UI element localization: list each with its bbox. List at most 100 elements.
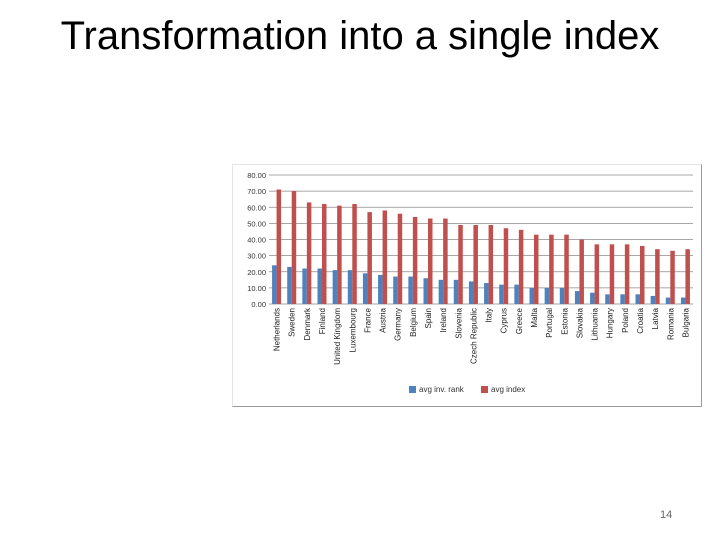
bar-avg-index — [609, 244, 615, 304]
x-tick-label: Germany — [394, 308, 403, 341]
x-tick-label: Greece — [515, 307, 524, 334]
x-tick-label: Italy — [485, 308, 494, 323]
y-tick-label: 40.00 — [247, 236, 266, 245]
bar-avg-inv-rank — [605, 294, 610, 304]
bar-avg-index — [488, 224, 494, 304]
bar-avg-inv-rank — [287, 266, 292, 304]
x-tick-label: Croatia — [636, 307, 645, 333]
y-tick-label: 20.00 — [247, 268, 266, 277]
x-tick-label: Slovenia — [454, 307, 463, 338]
bar-avg-index — [534, 234, 539, 304]
bar-avg-index — [624, 244, 630, 304]
bar-avg-inv-rank — [453, 279, 459, 304]
bar-chart: 80.00 70.00 60.00 50.00 40.00 30.00 20.00 10.00… — [247, 171, 693, 394]
bar-avg-index — [412, 216, 418, 304]
bar-avg-inv-rank — [272, 265, 277, 304]
y-tick-label: 10.00 — [247, 284, 266, 293]
x-tick-label: Lithuania — [591, 307, 600, 340]
legend-label: avg inv. rank — [419, 385, 465, 394]
x-tick-label: Czech Republic — [469, 308, 478, 364]
bar-avg-inv-rank — [665, 297, 671, 304]
bar-avg-inv-rank — [347, 270, 353, 304]
bar-avg-index — [579, 239, 584, 304]
bar-avg-index — [322, 204, 327, 304]
legend-label: avg index — [491, 385, 525, 394]
bar-avg-index — [549, 234, 554, 304]
bar-avg-index — [367, 212, 372, 304]
x-tick-label: Portugal — [545, 308, 554, 338]
bar-avg-inv-rank — [317, 268, 322, 304]
bar-avg-inv-rank — [514, 284, 519, 304]
legend-swatch — [481, 386, 488, 393]
y-tick-label: 30.00 — [247, 252, 266, 261]
x-tick-label: Slovakia — [575, 307, 584, 338]
x-tick-label: France — [363, 307, 372, 332]
bar-avg-inv-rank — [423, 278, 428, 304]
bar-avg-index — [291, 191, 297, 304]
chart-frame: 80.00 70.00 60.00 50.00 40.00 30.00 20.00 10.00… — [232, 164, 702, 407]
bar-avg-inv-rank — [362, 273, 368, 304]
bar-avg-index — [337, 205, 342, 304]
x-tick-label: Luxembourg — [348, 308, 357, 352]
bar-avg-index — [655, 249, 660, 304]
bar-avg-index — [640, 245, 645, 304]
bar-avg-inv-rank — [574, 291, 580, 304]
bar-avg-index — [594, 244, 600, 304]
bar-avg-index — [352, 204, 357, 304]
bar-avg-index — [503, 228, 509, 304]
bar-avg-inv-rank — [650, 295, 656, 304]
x-tick-label: Latvia — [651, 307, 660, 329]
y-tick-label: 60.00 — [247, 203, 266, 212]
bar-avg-index — [518, 229, 524, 304]
legend-swatch — [409, 386, 416, 393]
bar-avg-inv-rank — [499, 284, 504, 304]
slide-title: Transformation into a single index — [60, 14, 660, 58]
bar-avg-inv-rank — [378, 274, 383, 304]
bar-avg-index — [670, 250, 675, 304]
bar-avg-inv-rank — [408, 276, 413, 304]
x-tick-label: Cyprus — [500, 308, 509, 333]
x-tick-label: Hungary — [606, 308, 615, 338]
bar-avg-index — [382, 210, 388, 304]
bar-avg-inv-rank — [302, 268, 307, 304]
bar-avg-index — [397, 213, 403, 304]
bar-avg-index — [306, 202, 312, 304]
x-tick-label: United Kingdom — [333, 308, 342, 365]
y-tick-label: 50.00 — [247, 219, 266, 228]
bar-avg-inv-rank — [680, 297, 686, 304]
bar-avg-index — [458, 224, 463, 304]
x-tick-label: Belgium — [409, 308, 418, 337]
x-tick-label: Bulgaria — [681, 307, 690, 337]
bar-avg-index — [685, 249, 690, 304]
x-tick-label: Sweden — [288, 308, 297, 337]
bar-avg-inv-rank — [484, 283, 489, 304]
x-tick-label: Austria — [379, 307, 388, 332]
bar-avg-inv-rank — [438, 279, 444, 304]
bar-avg-inv-rank — [590, 292, 595, 304]
x-tick-label: Malta — [530, 307, 539, 327]
y-tick-label: 0.00 — [251, 300, 266, 309]
bar-avg-inv-rank — [393, 276, 398, 304]
bar-avg-inv-rank — [559, 287, 565, 304]
bar-avg-index — [276, 189, 282, 304]
x-tick-label: Romania — [666, 307, 675, 340]
bar-avg-inv-rank — [544, 287, 550, 304]
y-tick-label: 70.00 — [247, 187, 266, 196]
x-tick-label: Poland — [621, 308, 630, 333]
bar-avg-inv-rank — [529, 287, 534, 304]
x-tick-label: Spain — [424, 308, 433, 328]
y-tick-label: 80.00 — [247, 171, 266, 180]
page-number: 14 — [660, 509, 673, 521]
bar-avg-index — [428, 218, 433, 304]
x-tick-label: Netherlands — [273, 308, 282, 351]
bar-avg-index — [443, 218, 448, 304]
x-tick-label: Estonia — [560, 307, 569, 334]
bar-avg-inv-rank — [620, 294, 625, 304]
bar-avg-inv-rank — [468, 281, 474, 304]
x-tick-label: Ireland — [439, 308, 448, 332]
bar-avg-inv-rank — [635, 294, 640, 304]
bar-avg-index — [564, 234, 569, 304]
bar-avg-inv-rank — [332, 270, 338, 304]
x-tick-label: Denmark — [303, 307, 312, 340]
x-tick-label: Finland — [318, 308, 327, 334]
